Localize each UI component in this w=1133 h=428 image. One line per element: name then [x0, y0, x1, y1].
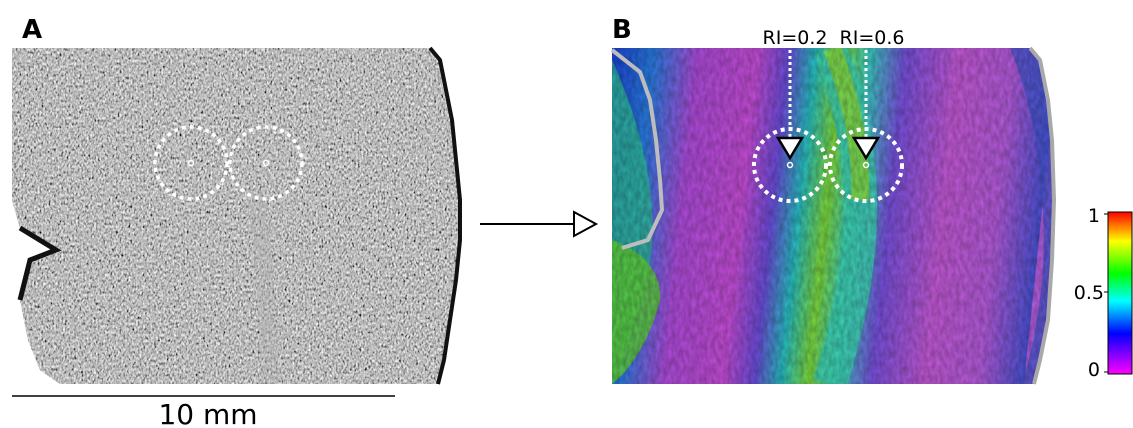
panel-a-hole-edge	[17, 225, 62, 301]
panel-a-edge	[428, 46, 462, 385]
roi-circle-b-right	[828, 127, 904, 203]
panel-b-tear-edge	[610, 48, 665, 250]
transform-arrow	[480, 210, 599, 238]
roi-circle-b-left	[752, 127, 828, 203]
roi-circle-left	[153, 125, 229, 201]
panel-a-roi-circles	[153, 125, 304, 201]
panel-a-letter: A	[22, 15, 42, 45]
roi-center-b-right	[862, 161, 870, 169]
roi-circle-right	[228, 125, 304, 201]
ri-label-right: RI=0.6	[840, 27, 905, 49]
colorbar-tick-bottom: 0	[1088, 359, 1100, 381]
ri-label-left: RI=0.2	[763, 27, 828, 49]
panel-b-marker-right: RI=0.6	[828, 27, 905, 203]
roi-center-left	[187, 159, 195, 167]
roi-center-right	[262, 159, 270, 167]
panel-a-image	[12, 48, 460, 384]
colorbar-tick-mid: 0.5	[1074, 282, 1104, 304]
panel-b-image	[612, 48, 1054, 384]
triangle-marker-right	[851, 136, 881, 161]
colorbar: 1 0.5 0	[1074, 205, 1133, 381]
scale-bar-label: 10 mm	[158, 398, 257, 428]
colorbar-tick-top: 1	[1088, 205, 1100, 227]
panel-b-edge	[1028, 46, 1057, 385]
roi-center-b-left	[786, 161, 794, 169]
panel-b-marker-left: RI=0.2	[752, 27, 828, 203]
triangle-marker-left	[775, 136, 805, 161]
panel-b-letter: B	[612, 15, 632, 45]
colorbar-gradient	[1107, 211, 1133, 375]
